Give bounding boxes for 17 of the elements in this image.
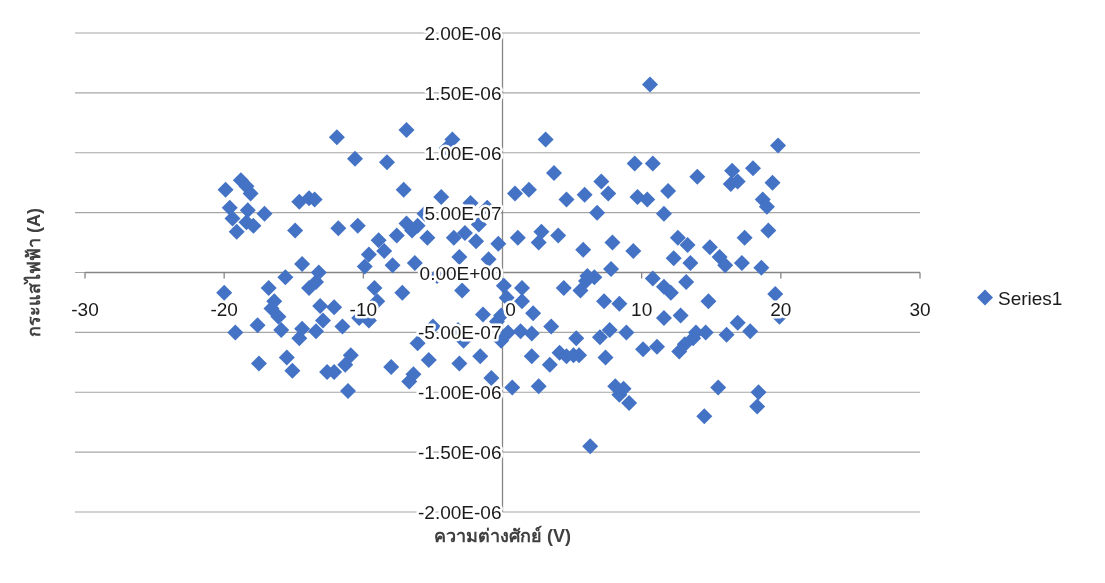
legend-label: Series1 xyxy=(998,287,1063,309)
y-tick-label: 2.00E-06 xyxy=(424,23,502,44)
y-tick-label: -1.00E-06 xyxy=(418,382,502,404)
x-axis-title: ความต่างศักย์ (V) xyxy=(434,525,571,546)
y-axis-title: กระแสไฟฟ้า (A) xyxy=(23,208,44,337)
y-tick-label: -2.00E-06 xyxy=(418,502,502,523)
x-tick-label: -30 xyxy=(71,298,99,320)
y-tick-label: 1.50E-06 xyxy=(424,82,502,104)
x-tick-label: 0 xyxy=(505,298,516,320)
x-tick-label: 10 xyxy=(631,298,653,320)
x-tick-label: 30 xyxy=(909,298,931,320)
y-tick-label: -1.50E-06 xyxy=(418,442,502,464)
x-tick-label: -10 xyxy=(349,298,378,320)
legend: Series1 xyxy=(977,287,1063,309)
y-tick-label: 1.00E-06 xyxy=(424,142,502,164)
x-tick-label: 20 xyxy=(770,298,792,320)
x-tick-label: -20 xyxy=(210,298,238,320)
